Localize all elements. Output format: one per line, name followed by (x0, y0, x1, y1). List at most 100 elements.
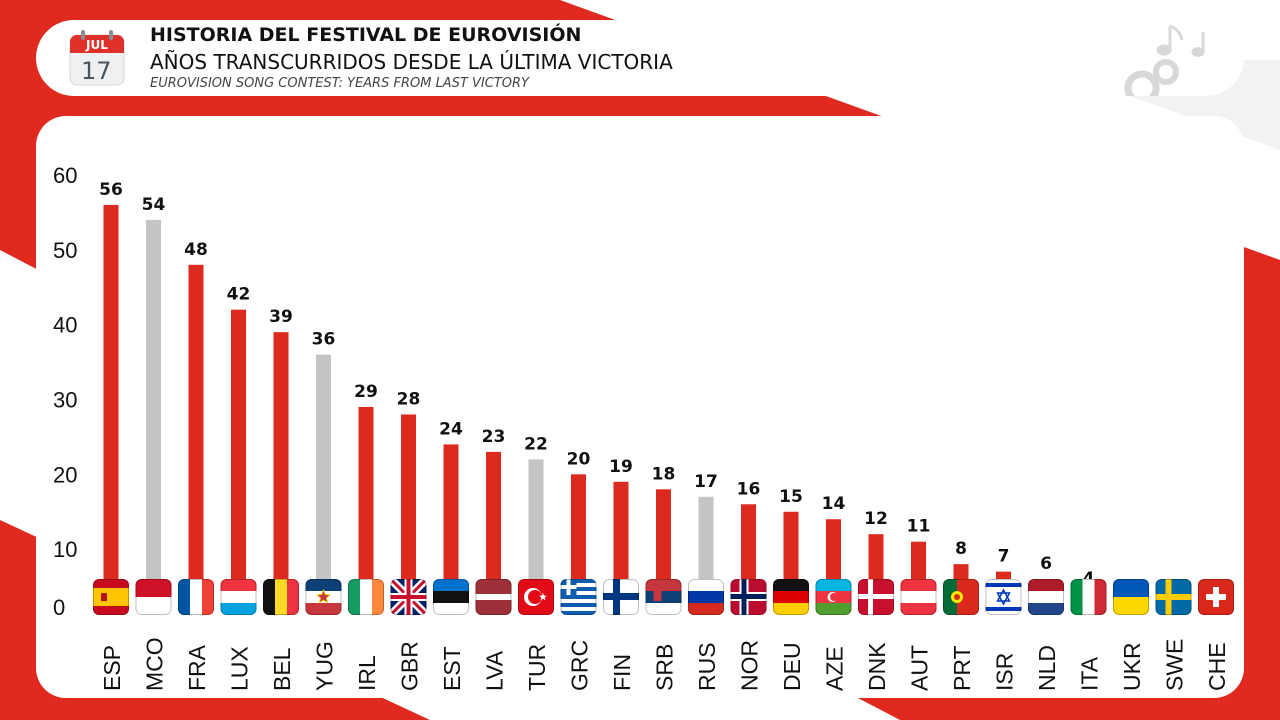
category-label: AZE (822, 646, 848, 691)
flag-esp-icon (93, 579, 129, 615)
value-label: 17 (694, 472, 718, 492)
page-title: HISTORIA DEL FESTIVAL DE EUROVISIÓN (150, 24, 582, 46)
value-label: 19 (609, 457, 633, 477)
flag-srb-icon (645, 579, 682, 615)
calendar-icon: JUL 17 (69, 30, 125, 86)
flag-nld-icon (1028, 579, 1064, 615)
value-label: 11 (907, 517, 931, 537)
category-label: CHE (1204, 642, 1230, 691)
bar-aut (911, 541, 926, 583)
category-label: ESP (99, 645, 125, 691)
flag-dnk-icon (858, 579, 894, 615)
flag-grc-icon (560, 579, 597, 615)
flag-deu-icon (773, 579, 809, 615)
value-label: 6 (1040, 554, 1052, 574)
instagram-icon[interactable] (1014, 4, 1027, 16)
category-label: UKR (1119, 642, 1145, 691)
social-handle[interactable]: @euronumerics (1068, 0, 1210, 21)
bar-aze (826, 519, 841, 583)
category-label: NOR (737, 640, 763, 691)
y-tick-label: 40 (53, 313, 77, 338)
bar-isr (996, 571, 1011, 583)
flag-ukr-icon (1113, 579, 1149, 615)
social-bar: @euronumerics (1014, 0, 1210, 21)
category-label: LUX (227, 646, 253, 691)
value-label: 20 (567, 449, 591, 469)
value-label: 39 (269, 307, 293, 327)
y-tick-label: 50 (53, 238, 77, 263)
flag-aze-icon (815, 579, 852, 615)
flag-irl-icon (348, 579, 384, 615)
bar-lva (486, 451, 501, 583)
music-notes-icon (1124, 24, 1205, 96)
category-label: EST (439, 646, 465, 691)
category-label: FRA (184, 644, 210, 691)
flag-bel-icon (263, 579, 299, 615)
page-subtitle: AÑOS TRANSCURRIDOS DESDE LA ÚLTIMA VICTO… (150, 50, 673, 74)
bar-nor (741, 504, 756, 583)
category-label: RUS (694, 642, 720, 691)
bar-est (443, 444, 459, 583)
flag-rus-icon (688, 579, 724, 615)
value-label: 12 (864, 509, 888, 529)
bar-deu (783, 511, 799, 583)
bar-irl (358, 406, 374, 583)
value-label: 56 (99, 180, 123, 200)
value-label: 18 (652, 464, 676, 484)
flag-gbr-icon (390, 579, 427, 615)
category-label: MCO (142, 637, 168, 691)
bar-dnk (868, 534, 884, 583)
value-label: 29 (354, 382, 378, 402)
category-label: DEU (779, 642, 805, 691)
y-tick-label: 60 (53, 163, 77, 188)
flag-aut-icon (900, 579, 937, 615)
bar-bel (273, 332, 289, 583)
value-label: 22 (524, 434, 548, 454)
flag-yug-icon (305, 579, 342, 615)
flag-nor-icon (730, 579, 767, 615)
category-label: YUG (312, 641, 338, 691)
bar-grc (571, 474, 586, 583)
flag-ita-icon (1070, 579, 1107, 615)
bar-srb (656, 489, 671, 583)
bar-prt (953, 564, 969, 583)
category-label: NLD (1034, 645, 1060, 691)
value-label: 16 (737, 479, 761, 499)
category-label: ITA (1077, 656, 1103, 691)
facebook-icon[interactable] (1050, 4, 1063, 16)
bar-lux (231, 309, 246, 583)
flag-isr-icon (985, 579, 1022, 615)
bar-tur (528, 459, 544, 583)
bluesky-icon[interactable] (1032, 4, 1045, 16)
category-label: GRC (567, 640, 593, 691)
flag-prt-icon (943, 579, 979, 615)
flag-est-icon (433, 579, 469, 615)
flag-mco-icon (135, 579, 172, 615)
value-label: 14 (822, 494, 846, 514)
category-label: IRL (354, 655, 380, 691)
y-tick-label: 0 (53, 595, 65, 620)
flag-lva-icon (475, 579, 512, 615)
value-label: 36 (312, 330, 336, 350)
value-label: 48 (184, 240, 208, 260)
y-tick-label: 30 (53, 388, 77, 413)
flag-lux-icon (220, 579, 257, 615)
value-label: 23 (482, 427, 506, 447)
calendar-month: JUL (85, 38, 108, 52)
category-label: FIN (609, 654, 635, 691)
value-label: 54 (142, 195, 166, 215)
value-label: 28 (397, 389, 421, 409)
y-tick-label: 20 (53, 462, 77, 487)
value-label: 8 (955, 539, 967, 559)
category-label: BEL (269, 647, 295, 691)
page-subtitle-english: EUROVISION SONG CONTEST: YEARS FROM LAST… (150, 76, 529, 91)
flag-tur-icon (518, 579, 554, 615)
flag-che-icon (1198, 579, 1234, 615)
bar-chart: 0 10 20 30 40 50 60 56 ESP 54 MCO 48 FRA 42 LUX 39 BEL 36… (53, 163, 1234, 691)
category-label: LVA (482, 650, 508, 691)
bar-fra (188, 264, 204, 583)
category-label: SRB (652, 644, 678, 691)
chart-panel: 0 10 20 30 40 50 60 56 ESP 54 MCO 48 FRA 42 LUX 39 BEL 36… (36, 116, 1244, 698)
category-label: DNK (864, 642, 890, 691)
bar-fin (613, 481, 629, 583)
